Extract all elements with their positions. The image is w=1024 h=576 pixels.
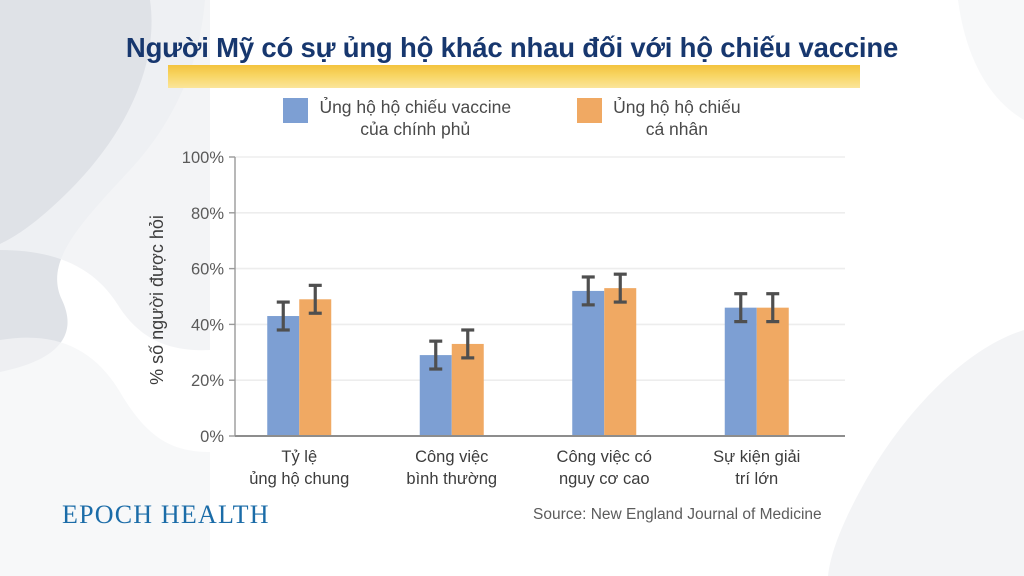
legend-item-government[interactable]: Ủng hộ hộ chiếu vaccine của chính phủ — [283, 96, 511, 140]
y-tick-label: 20% — [191, 372, 224, 390]
y-tick-label: 0% — [200, 428, 224, 446]
y-tick-label: 60% — [191, 261, 224, 279]
legend-swatch-private — [577, 98, 603, 123]
source-attribution: Source: New England Journal of Medicine — [533, 506, 822, 523]
error-bars — [276, 272, 780, 371]
legend-label-government: Ủng hộ hộ chiếu vaccine của chính phủ — [319, 97, 512, 140]
y-axis-title: % số người được hỏi — [147, 215, 167, 385]
x-category-label: Công việc bình thường — [406, 448, 497, 488]
chart-legend: Ủng hộ hộ chiếu vaccine của chính phủ Ủn… — [0, 96, 1024, 140]
x-category-label: Công việc có nguy cơ cao — [557, 448, 652, 488]
y-axis — [229, 156, 236, 437]
y-tick-label: 40% — [191, 316, 224, 334]
brand-logo: EPOCH HEALTH — [62, 500, 270, 529]
title-block: Người Mỹ có sự ủng hộ khác nhau đối với … — [0, 32, 1024, 94]
legend-swatch-government — [283, 98, 309, 123]
bars — [267, 288, 789, 436]
bar — [299, 299, 332, 436]
bar — [267, 316, 300, 436]
y-tick-labels: 0% 20% 40% 60% 80% 100% — [182, 149, 225, 446]
legend-item-private[interactable]: Ủng hộ hộ chiếu cá nhân — [577, 96, 741, 140]
bar — [604, 288, 637, 436]
title-highlight-bar — [168, 65, 860, 88]
x-category-labels: Tỷ lệ ủng hộ chung Công việc bình thường Côn… — [249, 448, 800, 488]
bar — [756, 307, 789, 436]
x-category-label: Tỷ lệ ủng hộ chung — [249, 448, 349, 488]
y-tick-label: 80% — [191, 205, 224, 223]
page-title: Người Mỹ có sự ủng hộ khác nhau đối với … — [125, 32, 899, 63]
x-category-label: Sự kiện giải trí lớn — [713, 448, 800, 488]
bar — [724, 307, 757, 436]
y-tick-label: 100% — [182, 149, 225, 167]
legend-label-private: Ủng hộ hộ chiếu cá nhân — [613, 97, 741, 140]
bar — [572, 290, 605, 436]
y-axis-title-text: % số người được hỏi — [147, 215, 167, 385]
